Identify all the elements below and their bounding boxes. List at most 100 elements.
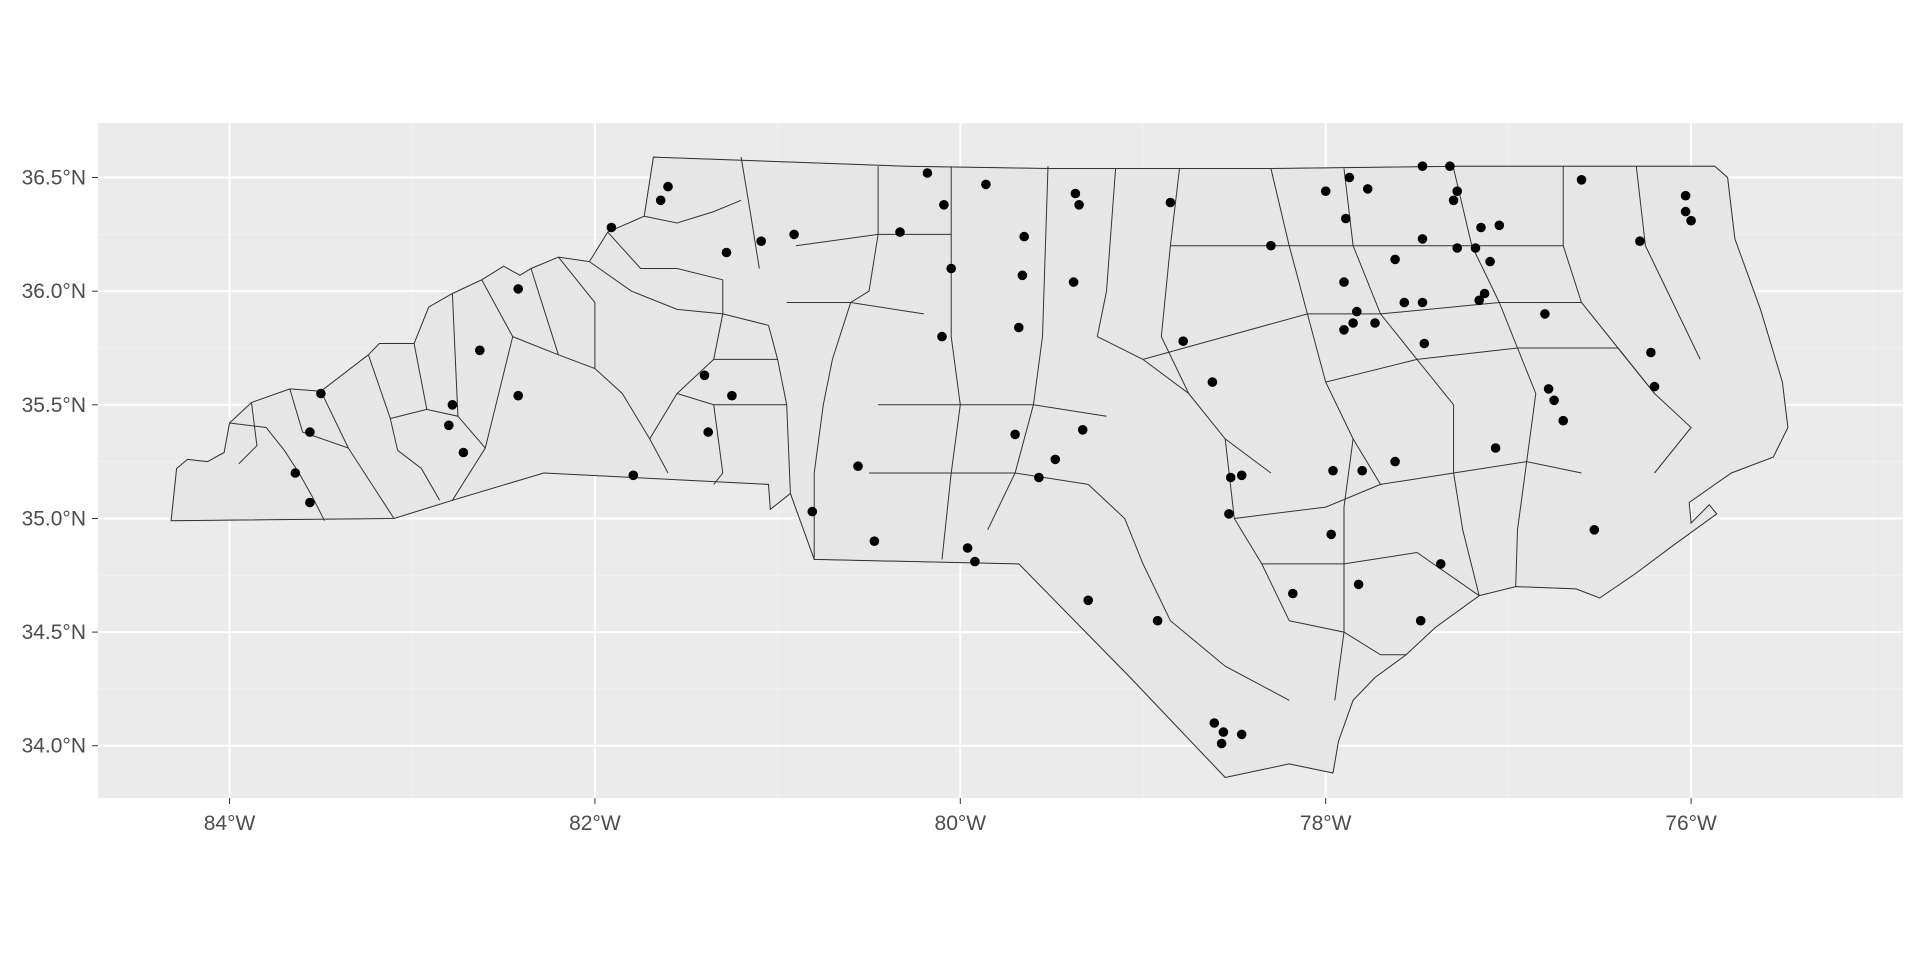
- location-point: [1686, 215, 1696, 226]
- location-point: [1017, 270, 1028, 281]
- x-tick-label: 84°W: [204, 812, 256, 835]
- location-point: [1068, 277, 1079, 287]
- county-boundary: [1635, 166, 1701, 360]
- county-boundary: [238, 402, 258, 465]
- location-point: [1328, 465, 1338, 476]
- location-point: [663, 181, 673, 192]
- location-point: [1649, 381, 1660, 392]
- location-point: [1558, 415, 1568, 426]
- location-point: [1070, 188, 1081, 199]
- county-boundary: [367, 354, 441, 501]
- location-point: [1344, 172, 1355, 183]
- y-tick-label: 36.5°N: [22, 167, 86, 190]
- x-tick-label: 82°W: [569, 812, 621, 835]
- location-point: [1445, 161, 1455, 171]
- location-point: [1236, 729, 1247, 740]
- location-point: [305, 427, 315, 437]
- location-point: [1635, 236, 1645, 246]
- county-boundary: [1234, 461, 1582, 519]
- county-boundary: [1289, 620, 1407, 656]
- location-point: [655, 195, 666, 206]
- location-point: [1288, 588, 1298, 599]
- location-point: [1266, 240, 1276, 251]
- county-boundary: [768, 325, 791, 494]
- county-boundary: [320, 390, 349, 449]
- location-point: [1576, 175, 1587, 185]
- location-point: [1010, 429, 1020, 440]
- location-point: [853, 461, 863, 472]
- location-point: [1225, 472, 1236, 483]
- county-boundary: [644, 199, 742, 224]
- x-tick-label: 80°W: [935, 812, 987, 835]
- location-point: [1485, 256, 1495, 267]
- x-axis: 84°W 82°W 80°W 78°W 76°W: [204, 798, 1717, 835]
- location-point: [475, 345, 485, 356]
- location-point: [1352, 306, 1362, 317]
- county-boundary: [607, 231, 723, 281]
- location-point: [1339, 277, 1349, 287]
- location-point: [946, 263, 956, 274]
- county-boundary: [558, 256, 596, 369]
- location-point: [1474, 295, 1484, 306]
- location-point: [1339, 325, 1349, 335]
- county-boundary: [1160, 168, 1190, 394]
- y-tick-label: 34.0°N: [22, 735, 86, 758]
- location-point: [1083, 595, 1093, 606]
- location-point: [1589, 525, 1600, 535]
- location-point: [513, 284, 523, 294]
- location-point: [1236, 470, 1247, 481]
- location-point: [1417, 161, 1428, 171]
- location-point: [1341, 213, 1351, 224]
- location-point: [1019, 231, 1029, 242]
- location-point: [1077, 425, 1088, 435]
- location-point: [1348, 318, 1358, 328]
- location-point: [727, 390, 737, 401]
- location-point: [1399, 297, 1410, 308]
- location-point: [1034, 472, 1044, 483]
- location-point: [606, 222, 617, 233]
- location-point: [1165, 197, 1176, 208]
- county-boundary: [1097, 336, 1272, 474]
- location-point: [807, 506, 818, 517]
- location-point: [444, 420, 454, 431]
- location-point: [970, 556, 980, 567]
- county-boundary: [413, 343, 428, 410]
- location-point: [1390, 456, 1400, 467]
- location-point: [1390, 254, 1400, 265]
- county-boundary: [813, 166, 879, 560]
- state-border: [170, 156, 1789, 779]
- county-boundary: [740, 157, 760, 269]
- location-point: [1470, 243, 1481, 253]
- county-boundary: [589, 261, 769, 326]
- location-point: [290, 468, 301, 478]
- y-tick-label: 34.5°N: [22, 621, 86, 644]
- location-point: [1417, 297, 1428, 308]
- county-boundary: [512, 336, 669, 474]
- y-tick-label: 35.5°N: [22, 394, 86, 417]
- location-point: [1178, 336, 1188, 347]
- location-point: [1014, 322, 1024, 333]
- location-point: [939, 200, 949, 210]
- location-point: [937, 331, 947, 342]
- location-point: [1452, 186, 1462, 196]
- location-point: [1357, 465, 1367, 476]
- location-point: [1680, 206, 1691, 217]
- point-layer: [290, 161, 1696, 749]
- county-boundary: [1325, 347, 1618, 383]
- location-point: [1152, 615, 1163, 626]
- county-boundary: [1087, 484, 1290, 701]
- location-point: [721, 247, 732, 258]
- county-boundary: [1334, 438, 1354, 701]
- location-point: [1490, 443, 1501, 453]
- county-boundary: [676, 393, 724, 485]
- location-point: [1320, 186, 1331, 196]
- location-point: [1494, 220, 1505, 231]
- county-boundary: [1142, 302, 1582, 360]
- location-point: [895, 227, 905, 237]
- location-point: [1448, 195, 1459, 206]
- county-boundary: [451, 293, 459, 417]
- location-point: [1207, 377, 1218, 387]
- county-boundary: [1453, 404, 1480, 596]
- location-point: [1353, 579, 1364, 590]
